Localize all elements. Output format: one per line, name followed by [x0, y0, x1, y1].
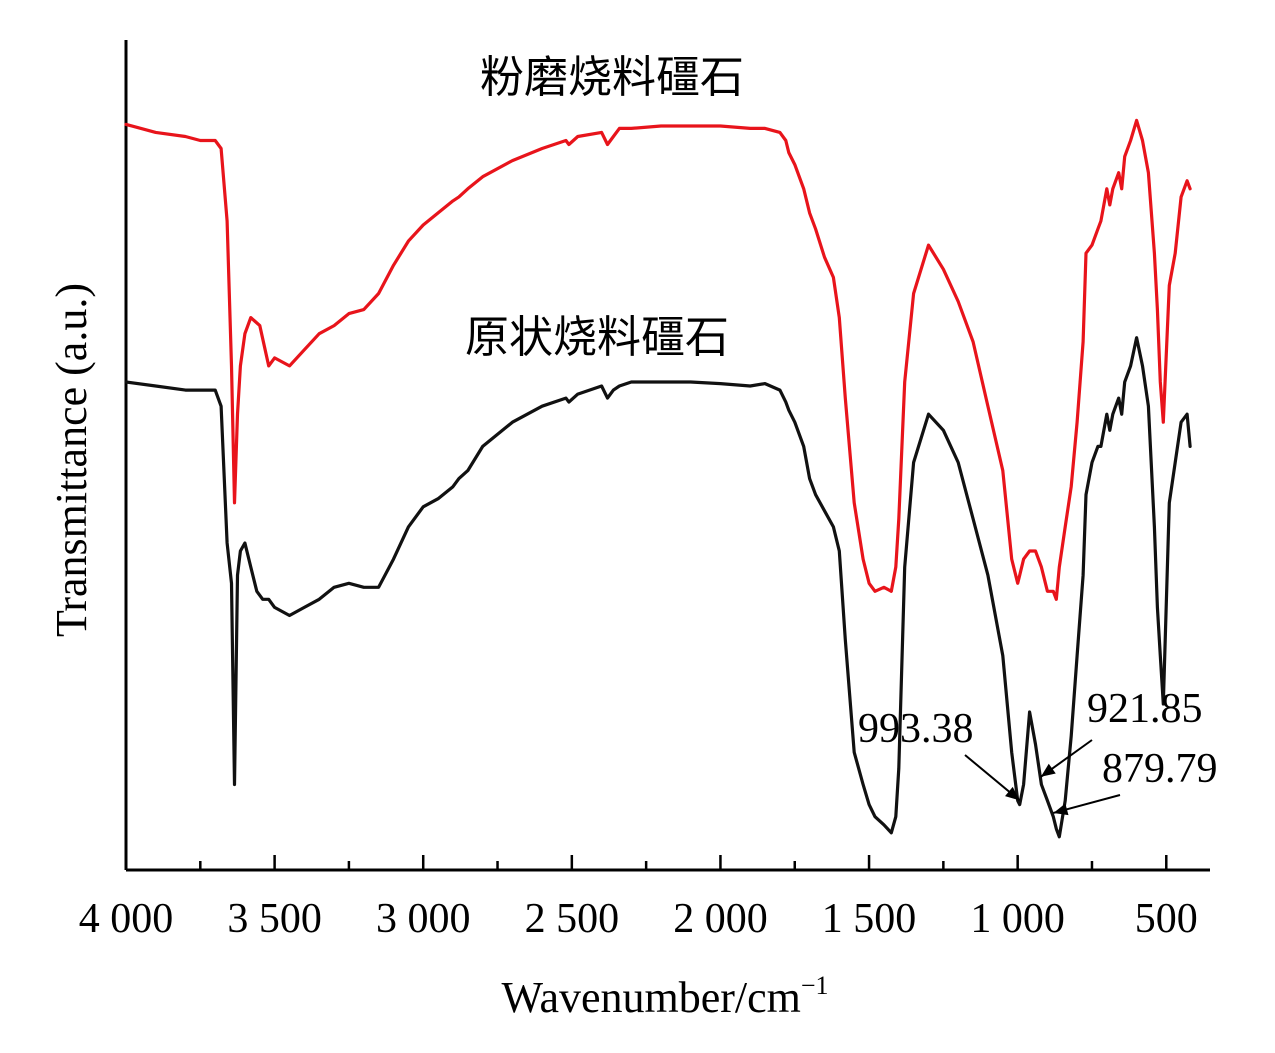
plot-area	[124, 118, 1192, 839]
x-tick-label-2500: 2 500	[525, 896, 620, 942]
series-label-original: 原状烧料礓石	[465, 312, 729, 363]
y-axis-title: Transmittance (a.u.)	[47, 283, 96, 637]
annotation-arrowhead-2	[1053, 803, 1069, 816]
annotation-921: 921.85	[1087, 686, 1203, 732]
series-label-ground: 粉磨烧料礓石	[480, 52, 744, 103]
x-tick-label-1000: 1 000	[970, 896, 1065, 942]
x-tick-label-1500: 1 500	[822, 896, 917, 942]
x-tick-label-4000: 4 000	[79, 896, 174, 942]
annotation-arrowhead-1	[1040, 763, 1056, 777]
annotation-arrowhead-0	[1005, 786, 1020, 801]
annotation-993: 993.38	[858, 706, 974, 752]
series-line-0	[124, 118, 1192, 601]
x-axis-title-sup: −1	[801, 971, 829, 1000]
x-tick-label-500: 500	[1135, 896, 1198, 942]
x-axis-title: Wavenumber/cm−1	[501, 971, 828, 1022]
x-tick-label-3500: 3 500	[227, 896, 322, 942]
x-tick-label-3000: 3 000	[376, 896, 471, 942]
annotation-879: 879.79	[1102, 746, 1218, 792]
series-line-1	[124, 336, 1192, 839]
x-ticks	[124, 855, 1168, 870]
peak-annotations: 993.38 921.85 879.79	[858, 686, 1218, 816]
x-tick-labels: 4 000 3 500 3 000 2 500 2 000 1 500 1 000 500	[79, 896, 1198, 942]
x-axis-title-main: Wavenumber/cm	[501, 973, 800, 1022]
x-tick-label-2000: 2 000	[673, 896, 768, 942]
chart-axes	[124, 40, 1210, 872]
